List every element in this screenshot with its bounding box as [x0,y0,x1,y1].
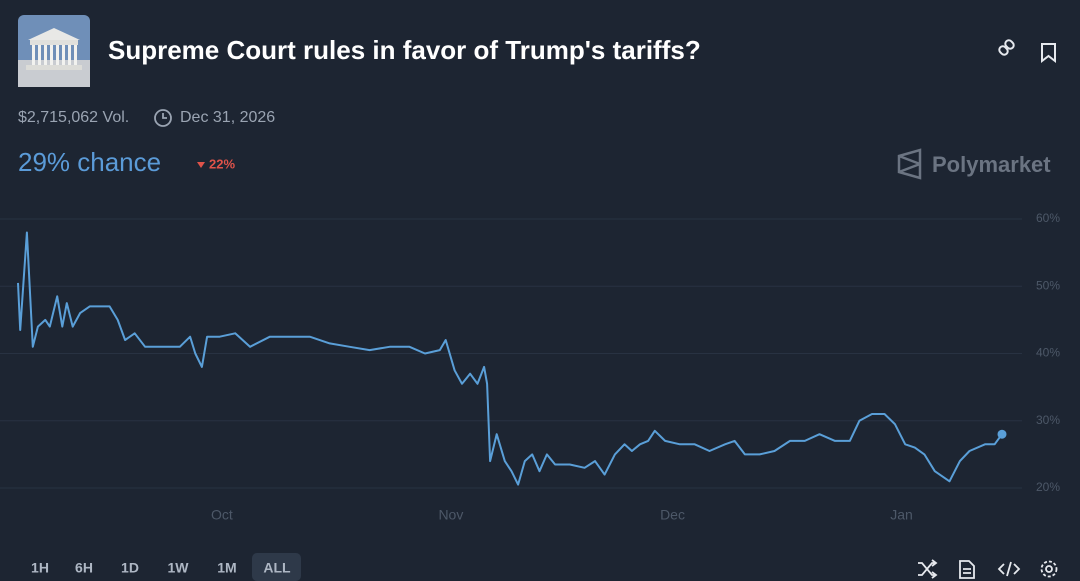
range-button[interactable]: ALL [263,560,291,576]
range-button[interactable]: 1H [31,560,49,576]
range-button[interactable]: 6H [75,560,93,576]
y-tick-label: 20% [1036,480,1060,494]
market-title: Supreme Court rules in favor of Trump's … [108,35,701,65]
market-image [18,15,90,87]
down-arrow [197,162,205,168]
active-button-bg [252,553,301,581]
range-button[interactable]: 1W [168,560,190,576]
range-button[interactable]: 1D [121,560,139,576]
brand: Polymarket [932,152,1051,177]
bookmark-icon[interactable] [1041,43,1056,64]
brand-logo [897,148,922,180]
range-buttons: 1H 6H 1D 1W 1M ALL [31,560,291,576]
price-line [17,231,1003,486]
chance: 29% chance [18,147,161,177]
change: 22% [209,156,235,171]
y-tick-label: 30% [1036,413,1060,427]
last-point [997,429,1007,439]
plot: 20% 30% 40% 50% 60% Oct Nov Dec Jan [0,211,1060,523]
volume: $2,715,062 Vol. [18,109,129,126]
y-tick-label: 40% [1036,346,1060,360]
end-date: Dec 31, 2026 [180,109,275,126]
x-tick-label: Nov [438,507,463,523]
clock-icon [154,109,172,127]
settings-icon[interactable] [1045,565,1053,573]
y-tick-label: 50% [1036,278,1060,292]
shuffle-icon[interactable] [918,559,938,579]
range-button[interactable]: 1M [217,560,236,576]
y-tick-label: 60% [1036,211,1060,225]
x-tick-label: Dec [660,507,685,523]
x-tick-label: Oct [211,507,233,523]
toolbar-icons [918,559,1058,579]
x-tick-label: Jan [890,507,913,523]
link-icon[interactable] [998,39,1015,56]
embed-icon[interactable] [997,561,1021,577]
doc-icon[interactable] [959,560,975,579]
